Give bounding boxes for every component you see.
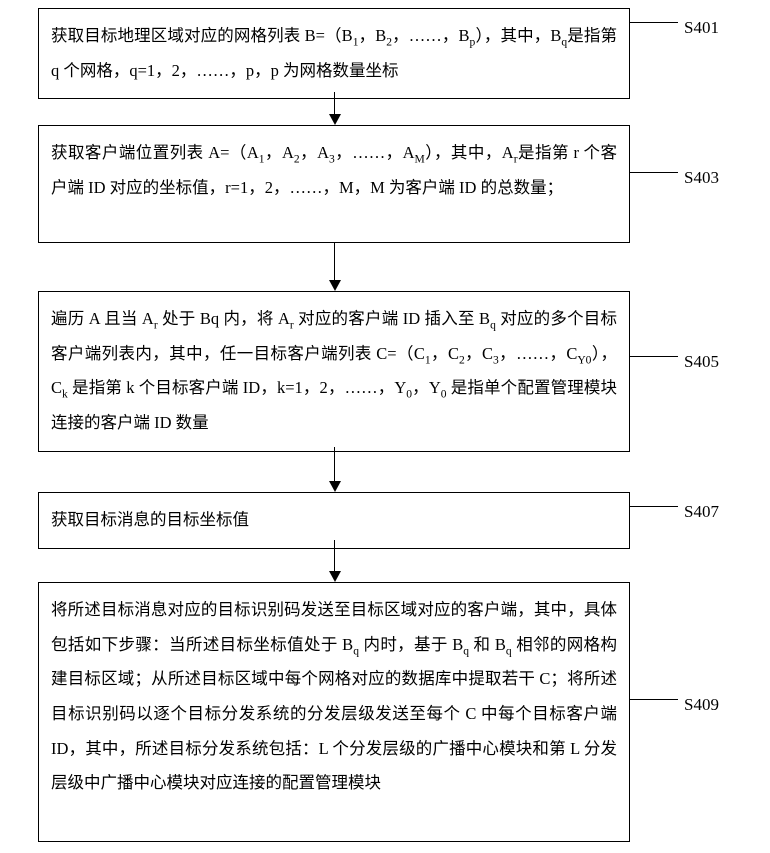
arrow-head-icon	[329, 571, 341, 582]
arrow-stem	[334, 92, 335, 114]
arrow-stem	[334, 243, 335, 280]
step-box-s401: 获取目标地理区域对应的网格列表 B=（B1，B2，……，Bp），其中，Bq是指第…	[38, 8, 630, 99]
step-label-s405: S405	[684, 352, 719, 372]
flowchart-diagram: 获取目标地理区域对应的网格列表 B=（B1，B2，……，Bp），其中，Bq是指第…	[0, 0, 770, 853]
step-box-s409: 将所述目标消息对应的目标识别码发送至目标区域对应的客户端，其中，具体包括如下步骤…	[38, 582, 630, 842]
step-label-s407: S407	[684, 502, 719, 522]
step-box-s403: 获取客户端位置列表 A=（A1，A2，A3，……，AM），其中，Ar是指第 r …	[38, 125, 630, 243]
label-connector	[630, 22, 678, 23]
label-connector	[630, 172, 678, 173]
arrow-stem	[334, 540, 335, 571]
step-box-s405: 遍历 A 且当 Ar 处于 Bq 内，将 Ar 对应的客户端 ID 插入至 Bq…	[38, 291, 630, 452]
step-label-s403: S403	[684, 168, 719, 188]
step-label-s401: S401	[684, 18, 719, 38]
label-connector	[630, 356, 678, 357]
arrow-head-icon	[329, 280, 341, 291]
arrow-head-icon	[329, 481, 341, 492]
step-label-s409: S409	[684, 695, 719, 715]
arrow-head-icon	[329, 114, 341, 125]
label-connector	[630, 699, 678, 700]
label-connector	[630, 506, 678, 507]
arrow-stem	[334, 447, 335, 481]
